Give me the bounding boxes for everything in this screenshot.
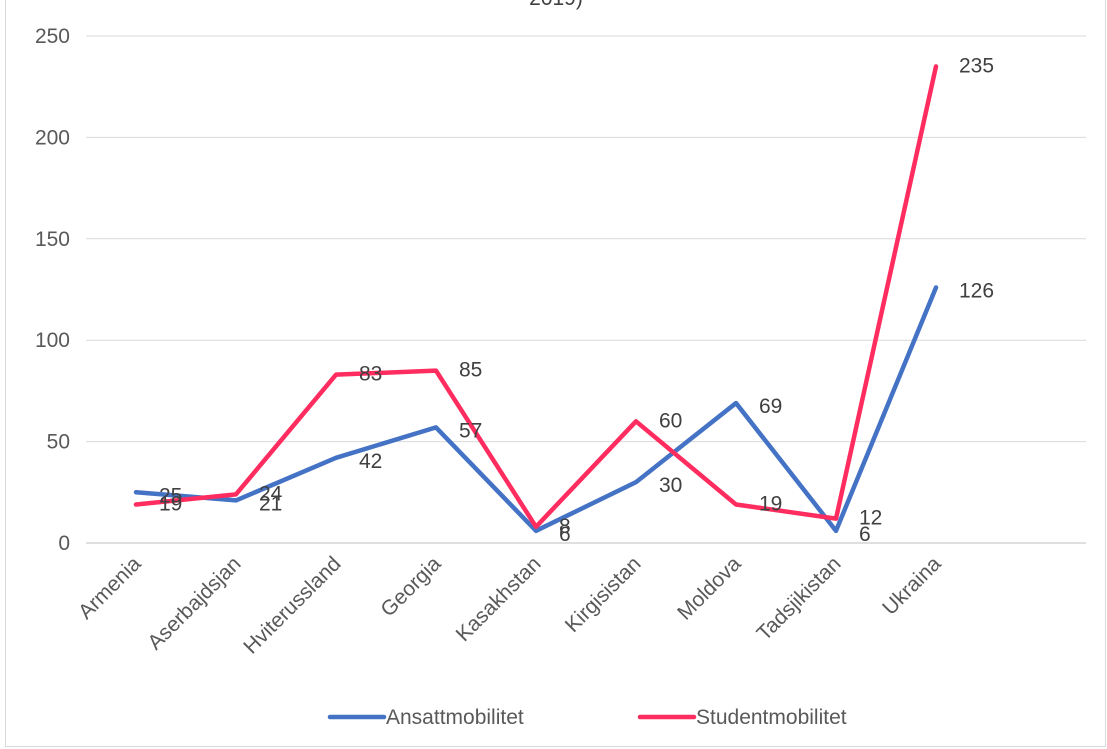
data-label: 60 <box>659 409 682 432</box>
series-lines <box>133 64 939 534</box>
data-label: 19 <box>759 492 782 515</box>
legend: Ansattmobilitet Studentmobilitet <box>327 706 847 729</box>
chart-frame: 2019) 0 50 100 150 200 250 ArmeniaAserbajdsja… <box>5 0 1106 747</box>
y-tick-label: 0 <box>58 532 70 555</box>
y-tick-label: 200 <box>35 126 70 149</box>
line-chart: 2019) 0 50 100 150 200 250 ArmeniaAserbajdsja… <box>35 0 1086 729</box>
x-tick-label: Aserbajdsjan <box>143 552 245 654</box>
x-tick-label: Georgia <box>376 552 445 621</box>
legend-label: Ansattmobilitet <box>386 706 524 729</box>
y-tick-label: 250 <box>35 25 70 48</box>
data-label: 6 <box>859 523 871 546</box>
x-tick-label: Ukraina <box>878 552 946 620</box>
data-labels: 25 21 42 57 6 30 69 6 126 19 24 83 85 8 60 19 12 235 <box>159 54 994 545</box>
data-label: 6 <box>559 523 571 546</box>
x-tick-label: Kasakhstan <box>452 552 546 646</box>
data-label: 21 <box>259 492 282 515</box>
data-label: 8 <box>559 515 571 538</box>
data-label: 69 <box>759 395 782 418</box>
data-label: 42 <box>359 450 382 473</box>
data-label: 235 <box>959 54 994 77</box>
x-tick-label: Armenia <box>74 552 146 624</box>
y-tick-label: 100 <box>35 329 70 352</box>
data-label: 126 <box>959 279 994 302</box>
x-tick-label: Kirgisistan <box>561 552 646 637</box>
x-tick-label: Hviterussland <box>239 552 345 658</box>
chart-title: 2019) <box>529 0 583 10</box>
gridlines <box>86 35 1086 544</box>
y-axis: 0 50 100 150 200 250 <box>35 25 70 555</box>
data-label: 85 <box>459 359 482 382</box>
x-tick-label: Moldova <box>673 552 746 625</box>
series-line <box>133 285 939 534</box>
data-label: 25 <box>159 484 182 507</box>
data-label: 83 <box>359 363 382 386</box>
y-tick-label: 50 <box>47 431 70 454</box>
data-label: 57 <box>459 419 482 442</box>
data-label: 12 <box>859 507 882 530</box>
legend-label: Studentmobilitet <box>696 706 847 729</box>
y-tick-label: 150 <box>35 228 70 251</box>
data-label: 30 <box>659 474 682 497</box>
data-label: 24 <box>259 482 283 505</box>
x-tick-label: Tadsjikistan <box>753 552 846 645</box>
series-line <box>133 64 939 530</box>
data-label: 19 <box>159 492 182 515</box>
